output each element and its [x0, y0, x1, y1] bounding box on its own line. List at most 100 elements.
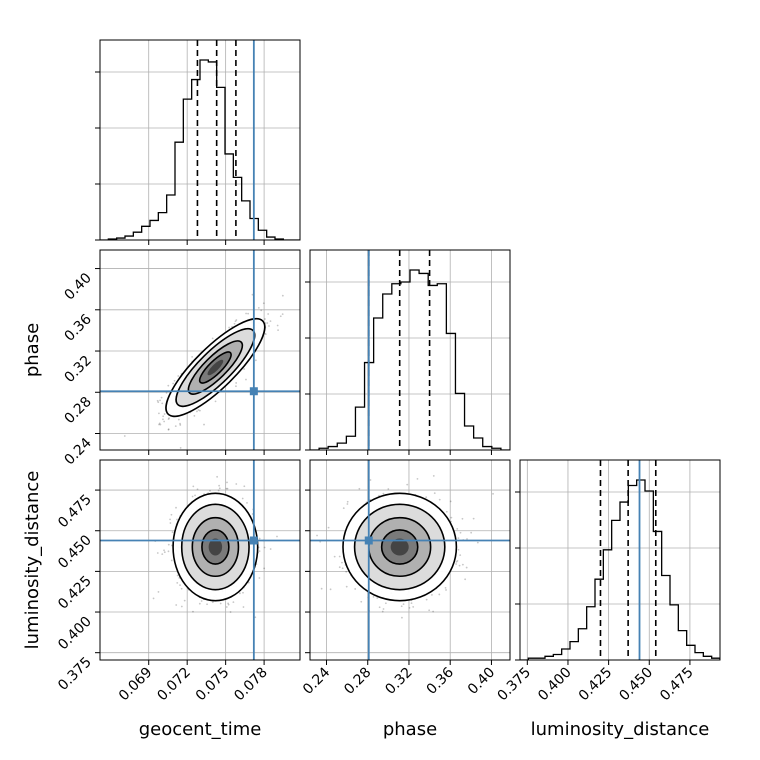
contour-line [201, 529, 230, 565]
xlabel-geocent-time: geocent_time [139, 719, 262, 740]
sample-point [157, 591, 160, 593]
sample-point [196, 488, 199, 491]
sample-point [246, 501, 248, 504]
sample-point [376, 597, 379, 599]
sample-point [209, 489, 211, 492]
sample-point [193, 414, 196, 417]
sample-point [194, 494, 196, 497]
histogram-step [100, 59, 300, 240]
sample-point [456, 559, 459, 562]
sample-point [346, 503, 349, 505]
density-level [390, 538, 409, 556]
sample-point [358, 487, 361, 490]
sample-point [225, 606, 228, 608]
sample-point [156, 399, 159, 402]
sample-point [279, 315, 282, 318]
sample-point [464, 578, 467, 581]
sample-point [276, 535, 278, 538]
sample-point [226, 481, 228, 484]
sample-point [345, 585, 348, 588]
sample-point [175, 506, 177, 509]
sample-point [175, 604, 178, 606]
sample-point [260, 309, 263, 312]
sample-point [163, 551, 166, 554]
sample-point [198, 602, 201, 605]
sample-point [159, 399, 161, 402]
sample-point [455, 561, 458, 563]
sample-point [245, 312, 247, 315]
x-tick-label: 0.072 [154, 665, 194, 705]
sample-point [378, 606, 381, 609]
sample-point [172, 382, 175, 385]
sample-point [354, 588, 357, 590]
scatter-points [316, 475, 494, 619]
y-tick-label: 0.450 [55, 532, 95, 572]
sample-point [369, 479, 372, 481]
sample-point [242, 591, 244, 594]
sample-point [449, 500, 452, 503]
sample-point [197, 409, 200, 411]
sample-point [455, 563, 458, 565]
sample-point [161, 553, 164, 556]
sample-point [163, 420, 166, 423]
sample-point [445, 510, 448, 513]
sample-point [157, 401, 160, 404]
sample-point [167, 543, 170, 546]
sample-point [167, 418, 170, 421]
sample-point [156, 552, 159, 554]
x-tick-label: 0.075 [193, 665, 233, 705]
sample-point [171, 531, 174, 534]
sample-point [346, 500, 349, 503]
sample-point [241, 497, 244, 500]
y-tick-label: 0.32 [61, 353, 94, 386]
sample-point [170, 559, 173, 562]
sample-point [466, 538, 468, 540]
sample-point [211, 601, 214, 604]
xlabel-phase: phase [383, 719, 437, 740]
panel-frame [99, 459, 301, 661]
x-tick-label: 0.425 [576, 665, 616, 705]
sample-point [262, 302, 265, 305]
sample-point [158, 412, 160, 415]
sample-point [465, 566, 468, 569]
sample-point [177, 418, 180, 421]
sample-point [472, 517, 475, 520]
sample-point [226, 487, 229, 490]
xlabel-luminosity-distance: luminosity_distance [531, 719, 710, 740]
y-tick-label: 0.28 [61, 394, 94, 427]
sample-point [243, 485, 246, 488]
x-tick-label: 0.24 [300, 664, 333, 697]
sample-point [174, 425, 177, 428]
sample-point [203, 423, 205, 426]
scatter-points [152, 475, 278, 619]
sample-point [200, 600, 203, 602]
sample-point [169, 518, 171, 521]
density-level [208, 538, 223, 556]
sample-point [227, 602, 229, 605]
sample-point [162, 418, 164, 421]
sample-point [457, 548, 460, 551]
histogram-step [310, 269, 510, 450]
sample-point [123, 435, 126, 437]
x-tick-label: 0.450 [616, 665, 656, 705]
sample-point [257, 306, 260, 309]
sample-point [445, 589, 447, 591]
x-tick-label: 0.28 [341, 665, 374, 698]
sample-point [320, 587, 323, 590]
sample-point [227, 603, 230, 606]
sample-point [219, 602, 222, 605]
panel-frame [519, 459, 721, 661]
sample-point [266, 322, 269, 324]
sample-point [432, 610, 435, 613]
sample-point [163, 549, 165, 552]
sample-point [232, 601, 235, 604]
sample-point [327, 526, 330, 529]
sample-point [432, 475, 435, 477]
sample-point [158, 423, 160, 426]
sample-point [243, 368, 246, 370]
sample-point [459, 554, 462, 557]
contour-line [191, 516, 240, 578]
sample-point [258, 550, 261, 553]
sample-point [229, 611, 232, 613]
sample-point [258, 537, 261, 540]
